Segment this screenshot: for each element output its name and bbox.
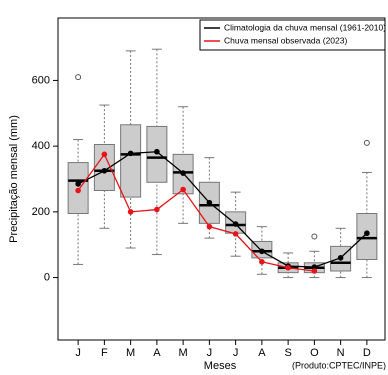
series-point xyxy=(127,150,134,157)
series-line xyxy=(77,151,368,268)
y-tick-label: 0 xyxy=(44,271,50,283)
box xyxy=(93,144,115,191)
plot-frame xyxy=(57,17,386,341)
y-tick-label: 200 xyxy=(32,206,50,218)
x-tick-label: O xyxy=(310,347,319,359)
series-point xyxy=(311,268,318,274)
x-tick-label: M xyxy=(126,347,135,359)
legend-label: Climatologia da chuva mensal (1961-2010) xyxy=(224,22,386,32)
series-point xyxy=(75,181,81,187)
series-point xyxy=(180,170,186,176)
series-point xyxy=(180,186,186,193)
series-line xyxy=(77,153,315,272)
x-axis-label: Meses xyxy=(204,360,237,370)
x-tick-label: J xyxy=(207,347,213,359)
series-point xyxy=(311,264,318,270)
series-point xyxy=(206,223,213,230)
series-point xyxy=(75,187,81,194)
x-tick-label: M xyxy=(179,347,188,359)
series-point xyxy=(364,230,370,237)
x-tick-label: J xyxy=(233,347,239,359)
series-point xyxy=(337,255,344,261)
series-point xyxy=(101,167,108,174)
series-point xyxy=(154,148,160,155)
x-tick-label: N xyxy=(337,347,345,359)
x-tick-label: S xyxy=(284,347,291,359)
box xyxy=(356,213,378,260)
x-tick-label: D xyxy=(363,347,371,359)
x-tick-label: J xyxy=(75,347,81,359)
x-tick-label: A xyxy=(153,347,161,359)
x-tick-label: A xyxy=(258,347,266,359)
series-point xyxy=(259,248,265,255)
series-point xyxy=(206,199,213,206)
series-point xyxy=(154,206,160,213)
box xyxy=(120,124,142,198)
legend-box xyxy=(199,19,386,51)
series-point xyxy=(101,151,108,158)
outlier xyxy=(311,233,318,240)
y-axis-label: Precipitação mensal (mm) xyxy=(8,115,20,243)
series-point xyxy=(127,209,134,215)
outlier xyxy=(75,74,82,81)
x-tick-label: F xyxy=(101,347,108,359)
series-point xyxy=(232,231,239,237)
outlier xyxy=(363,139,370,146)
series-point xyxy=(285,264,291,271)
y-tick-label: 600 xyxy=(32,74,50,86)
series-point xyxy=(259,259,265,265)
credit: (Produto:CPTEC/INPE) xyxy=(292,360,386,370)
legend-label: Chuva mensal observada (2023) xyxy=(224,35,347,45)
series-point xyxy=(232,221,239,227)
y-tick-label: 400 xyxy=(32,140,50,152)
